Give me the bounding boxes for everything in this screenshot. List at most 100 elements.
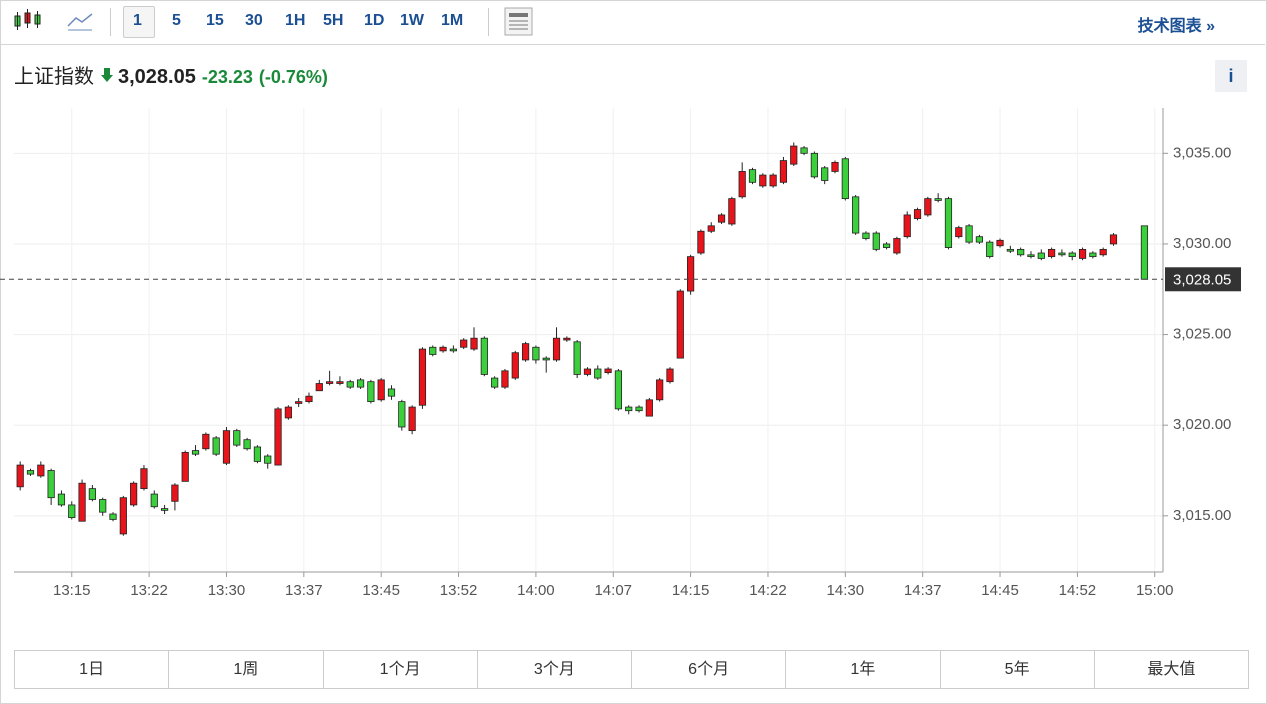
candle-body xyxy=(16,464,24,488)
toolbar: 1 5 15 30 1H 5H 1D 1W 1M 技术图表 » xyxy=(0,0,1265,45)
candle-body xyxy=(418,348,427,406)
range-tab[interactable]: 5年 xyxy=(941,651,1095,688)
line-icon[interactable] xyxy=(66,0,96,44)
candle-body xyxy=(944,198,953,248)
candle-body xyxy=(387,388,396,397)
range-tab[interactable]: 1日 xyxy=(15,651,170,688)
candle-icon[interactable] xyxy=(8,0,48,44)
interval-button[interactable]: 1M xyxy=(441,12,464,29)
range-tab[interactable]: 1个月 xyxy=(324,651,478,688)
candle-body xyxy=(831,161,839,172)
range-tab[interactable]: 1年 xyxy=(786,651,941,688)
interval-button[interactable]: 5 xyxy=(172,12,181,29)
candle-body xyxy=(521,343,530,361)
candle-body xyxy=(253,446,262,462)
interval-button[interactable]: 1W xyxy=(400,12,424,29)
candle-body xyxy=(243,439,251,450)
candle-body xyxy=(460,339,468,348)
candle-body xyxy=(1017,248,1025,256)
candle-body xyxy=(367,381,375,403)
candle-body xyxy=(398,401,406,428)
layout-icon[interactable] xyxy=(504,7,534,37)
candle-body xyxy=(821,167,829,181)
candle-body xyxy=(728,198,736,225)
tech-chart-link[interactable]: 技术图表 » xyxy=(1137,18,1215,35)
candle-body xyxy=(1058,252,1066,256)
price-label-box xyxy=(1165,267,1241,292)
candle-body xyxy=(429,346,437,355)
candle-body xyxy=(676,290,684,359)
chart: 3,015.00 3,020.00 3,025.00 3,030.00 3,035.00… xyxy=(0,108,1241,599)
candle-body xyxy=(563,337,571,341)
interval-button[interactable]: 30 xyxy=(245,12,263,29)
candle-body xyxy=(862,232,870,239)
x-tick-label: 14:37 xyxy=(904,582,942,599)
candle-body xyxy=(852,196,860,234)
candle-body xyxy=(295,401,303,404)
change: -23.23 xyxy=(201,67,253,87)
range-tab[interactable]: 1周 xyxy=(169,651,324,688)
range-tab[interactable]: 最大值 xyxy=(1147,661,1196,678)
price-label: 3,028.05 xyxy=(1173,271,1231,288)
x-tick-label: 13:52 xyxy=(440,582,478,599)
x-tick-label: 13:15 xyxy=(53,582,91,599)
candle-body xyxy=(377,379,385,401)
candle-body xyxy=(687,256,695,292)
separator xyxy=(488,8,489,36)
candle-body xyxy=(759,174,767,187)
y-tick-label: 3,030.00 xyxy=(1173,235,1231,252)
price: 3,028.05 xyxy=(118,66,196,88)
candle-body xyxy=(233,430,241,446)
candle-body xyxy=(47,470,55,499)
candle-body xyxy=(903,214,911,238)
candle-body xyxy=(542,357,550,361)
candle-body xyxy=(356,379,365,388)
candle-body xyxy=(480,337,488,375)
interval-button[interactable]: 1H xyxy=(285,12,306,29)
candle-body xyxy=(326,381,334,384)
x-tick-label: 13:45 xyxy=(362,582,400,599)
candle-body xyxy=(583,368,592,375)
candle-body xyxy=(1140,225,1149,280)
candle-body xyxy=(305,395,313,403)
candle-body xyxy=(800,147,808,154)
candle-body xyxy=(1048,248,1056,258)
selected-interval xyxy=(123,6,155,38)
candle-body xyxy=(986,241,994,258)
candle-body xyxy=(913,209,922,219)
candle-body xyxy=(625,406,633,412)
candle-body xyxy=(119,497,127,535)
interval-button[interactable]: 1D xyxy=(364,12,385,29)
interval-button[interactable]: 15 xyxy=(206,12,224,29)
change-pct: (-0.76%) xyxy=(258,67,328,87)
candle-body xyxy=(573,341,581,375)
candle-body xyxy=(150,493,158,508)
candle-body xyxy=(635,406,643,412)
candle-body xyxy=(748,169,757,183)
candle-body xyxy=(614,370,623,410)
index-name: 上证指数 xyxy=(14,66,94,88)
candle-body xyxy=(604,368,612,374)
candle-body xyxy=(346,381,354,388)
candle-body xyxy=(841,158,849,200)
candle-body xyxy=(491,377,499,388)
interval-button[interactable]: 5H xyxy=(323,12,344,29)
candle-body xyxy=(707,225,715,232)
info-button[interactable]: i xyxy=(1215,60,1247,92)
range-tab[interactable]: 6个月 xyxy=(632,651,787,688)
separator xyxy=(110,8,111,36)
range-tab[interactable]: 3个月 xyxy=(478,651,632,688)
x-tick-label: 14:30 xyxy=(827,582,865,599)
candle-body xyxy=(99,499,107,513)
x-tick-label: 13:22 xyxy=(130,582,168,599)
candle-body xyxy=(790,145,798,165)
candle-body xyxy=(191,450,200,455)
interval-button[interactable]: 1 xyxy=(133,12,142,29)
candle-body xyxy=(160,508,169,511)
candle-body xyxy=(656,379,664,401)
candle-body xyxy=(769,174,777,187)
candle-body xyxy=(284,406,292,419)
x-tick-label: 14:22 xyxy=(749,582,787,599)
candle-body xyxy=(274,408,282,466)
x-tick-label: 14:52 xyxy=(1059,582,1097,599)
